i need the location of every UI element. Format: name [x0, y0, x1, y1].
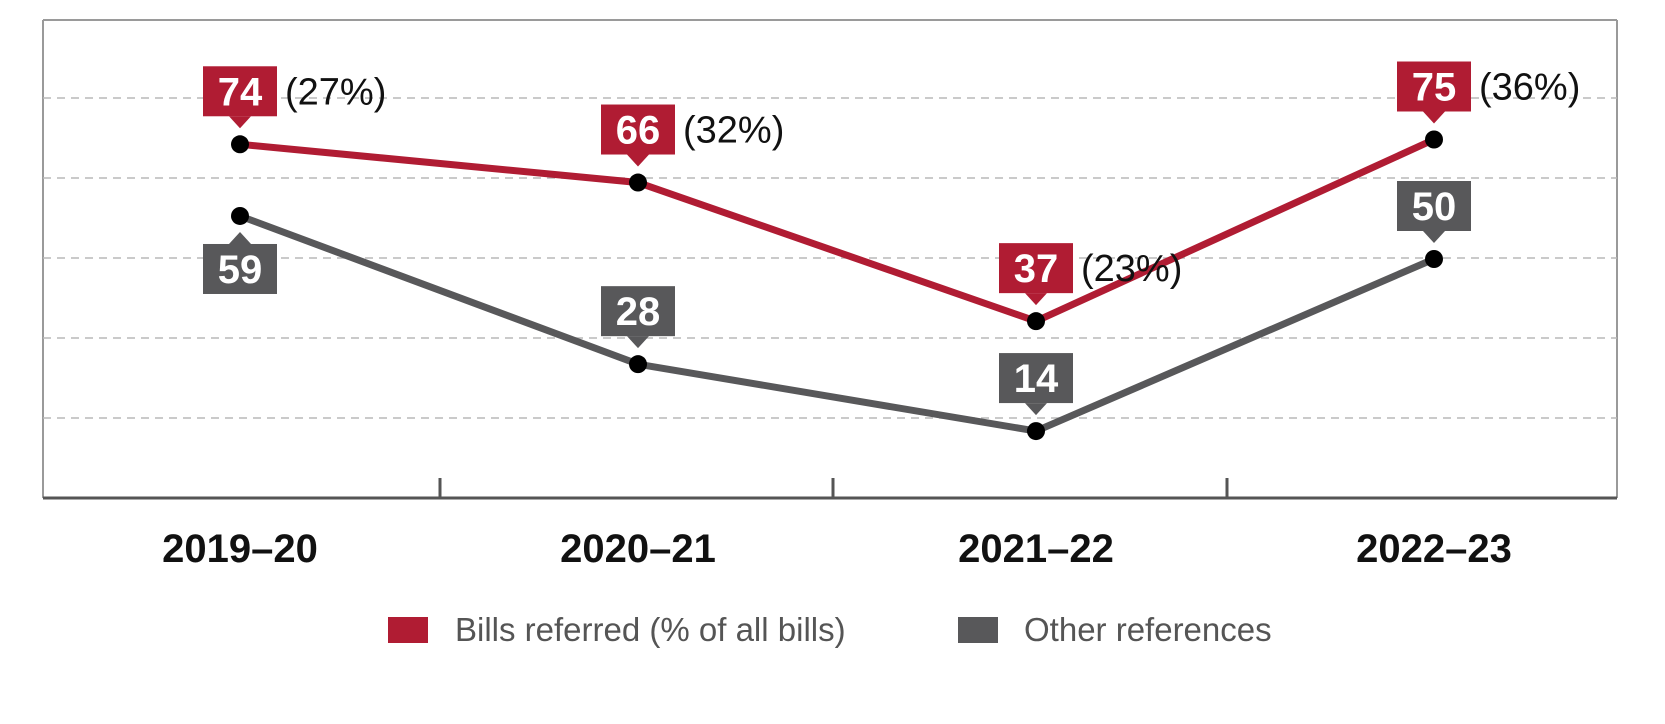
percent-label-bills-referred: (32%): [683, 110, 784, 152]
data-label-pointer-bills-referred: [627, 154, 649, 167]
x-tick-label: 2019–20: [162, 527, 318, 571]
data-point-other-references: [231, 206, 249, 225]
legend-swatch-other-references: [958, 617, 998, 643]
data-label-bills-referred: 66: [616, 109, 661, 153]
data-label-bills-referred: 37: [1014, 247, 1059, 291]
data-label-box-bills-referred: [203, 66, 277, 117]
percent-label-bills-referred: (27%): [285, 71, 386, 113]
data-label-pointer-bills-referred: [1423, 111, 1445, 124]
data-label-pointer-other-references: [1025, 403, 1047, 416]
data-label-pointer-other-references: [229, 231, 251, 244]
legend-label-bills-referred: Bills referred (% of all bills): [455, 611, 846, 648]
data-label-bills-referred: 74: [218, 70, 263, 114]
legend-label-other-references: Other references: [1024, 611, 1272, 648]
data-label-other-references: 28: [616, 290, 661, 334]
data-label-box-other-references: [203, 243, 277, 294]
data-label-bills-referred: 75: [1412, 66, 1457, 110]
data-label-box-bills-referred: [1397, 61, 1471, 112]
series-line-bills-referred: [239, 136, 1436, 325]
data-point-bills-referred: [629, 173, 647, 192]
x-tick-label: 2022–23: [1356, 527, 1512, 571]
data-point-bills-referred: [1027, 312, 1045, 331]
data-label-other-references: 50: [1412, 185, 1457, 229]
data-label-box-bills-referred: [999, 243, 1073, 294]
data-point-other-references: [629, 355, 647, 374]
series-line-other-references: [238, 212, 1436, 435]
percent-label-bills-referred: (23%): [1081, 248, 1182, 290]
data-label-pointer-other-references: [1423, 231, 1445, 243]
legend-swatch-bills-referred: [388, 617, 428, 643]
data-point-bills-referred: [1425, 130, 1443, 149]
data-label-pointer-bills-referred: [1025, 293, 1047, 306]
data-label-pointer-other-references: [627, 336, 649, 349]
data-label-box-other-references: [601, 286, 675, 337]
percent-label-bills-referred: (36%): [1479, 67, 1580, 109]
data-label-pointer-bills-referred: [229, 116, 251, 129]
x-tick-label: 2020–21: [560, 527, 716, 571]
data-label-box-other-references: [1397, 181, 1471, 231]
data-point-other-references: [1425, 250, 1443, 268]
x-tick-label: 2021–22: [958, 527, 1114, 571]
data-label-other-references: 59: [218, 248, 263, 292]
data-label-box-bills-referred: [601, 104, 675, 155]
data-label-box-other-references: [999, 353, 1073, 404]
data-point-other-references: [1027, 422, 1045, 441]
data-label-other-references: 14: [1014, 357, 1059, 401]
data-point-bills-referred: [231, 135, 249, 154]
